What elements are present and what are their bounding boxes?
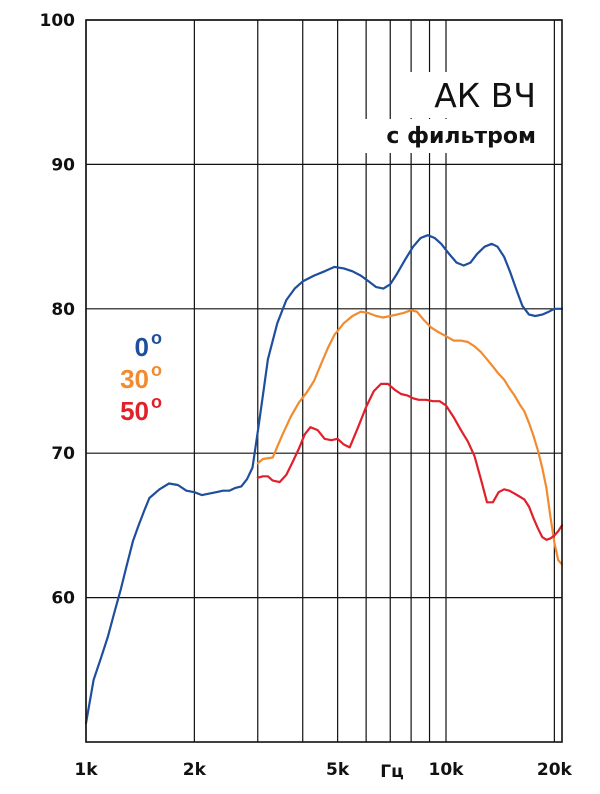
legend-label-50: 50 [120,396,149,426]
series-line-30 [256,309,564,566]
y-tick-label-80: 80 [51,300,75,320]
x-tick-label-1k: 1k [74,760,98,780]
x-tick-label-20k: 20k [537,760,573,780]
title-box [355,72,550,153]
y-tick-label-100: 100 [40,11,76,31]
chart-subtitle: с фильтром [386,124,536,149]
y-tick-label-60: 60 [51,589,75,609]
legend-item-30: 30 o [120,360,162,394]
plot-frame [85,19,563,743]
x-tick-label-5k: 5k [326,760,350,780]
legend-label-0: 0 [135,332,149,362]
x-axis-unit-label: Гц [380,762,403,782]
plot-border [85,19,563,743]
legend: 0 o30 o50 o [120,328,162,426]
legend-degree-50: o [151,392,162,412]
series-line-0 [84,234,564,725]
chart-title: АК ВЧ [434,76,536,115]
x-tick-label-2k: 2k [183,760,207,780]
legend-degree-30: o [151,360,162,380]
legend-item-50: 50 o [120,392,162,426]
series-line-50 [256,382,564,541]
title-box-bg [402,72,550,118]
legend-degree-0: o [151,328,162,348]
y-tick-label-90: 90 [51,155,75,175]
tick-labels: 60 70 80 90 100 1k 2k 5k 10k 20k [40,11,573,780]
subtitle-box-bg [355,119,550,153]
legend-label-30: 30 [120,364,149,394]
series-layer [84,234,564,725]
x-tick-label-10k: 10k [429,760,465,780]
y-tick-label-70: 70 [51,444,75,464]
